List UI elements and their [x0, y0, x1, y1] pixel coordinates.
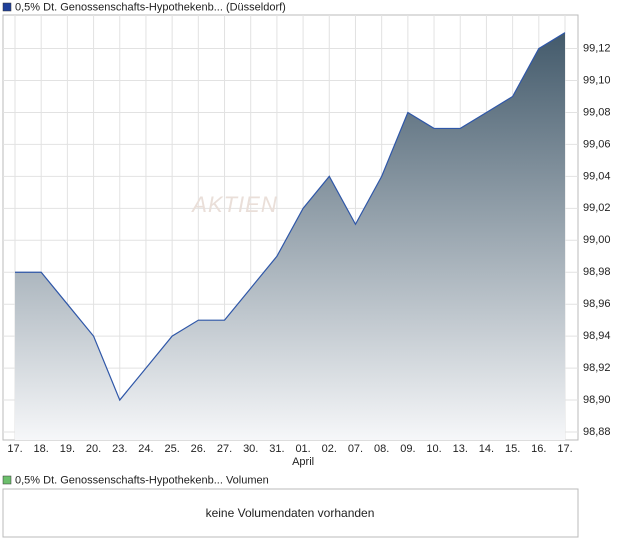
x-tick-label: 26.	[191, 443, 206, 455]
y-tick-label: 99,04	[583, 170, 611, 182]
x-tick-label: 10.	[426, 443, 441, 455]
x-tick-label: 15.	[505, 443, 520, 455]
x-tick-label: 13.	[453, 443, 468, 455]
y-tick-label: 99,06	[583, 138, 611, 150]
x-tick-label: 18.	[34, 443, 49, 455]
x-tick-label: 02.	[322, 443, 337, 455]
watermark: AKTIEN	[190, 192, 277, 217]
y-tick-label: 99,12	[583, 42, 611, 54]
chart-title: 0,5% Dt. Genossenschafts-Hypothekenb... …	[15, 1, 286, 13]
y-tick-label: 98,90	[583, 394, 611, 406]
legend-swatch	[2, 475, 12, 485]
x-tick-label: 23.	[112, 443, 127, 455]
x-tick-label: 17.	[7, 443, 22, 455]
x-tick-label: 01.	[295, 443, 310, 455]
x-tick-label: 19.	[60, 443, 75, 455]
volume-frame	[2, 488, 579, 538]
x-tick-label: 16.	[531, 443, 546, 455]
y-tick-label: 98,96	[583, 298, 611, 310]
x-tick-label: 20.	[86, 443, 101, 455]
x-tick-label: 24.	[138, 443, 153, 455]
x-tick-label: 27.	[217, 443, 232, 455]
y-tick-label: 98,98	[583, 266, 611, 278]
area-fill	[15, 32, 565, 440]
y-tick-label: 98,92	[583, 362, 611, 374]
y-tick-label: 98,88	[583, 426, 611, 438]
y-tick-label: 99,10	[583, 74, 611, 86]
x-tick-label: 08.	[374, 443, 389, 455]
x-sublabel: April	[292, 456, 314, 468]
y-tick-label: 98,94	[583, 330, 611, 342]
x-tick-label: 07.	[348, 443, 363, 455]
x-tick-label: 17.	[557, 443, 572, 455]
legend-swatch	[2, 2, 12, 12]
y-tick-label: 99,02	[583, 202, 611, 214]
x-tick-label: 14.	[479, 443, 494, 455]
volume-title: 0,5% Dt. Genossenschafts-Hypothekenb... …	[15, 474, 269, 486]
y-tick-label: 99,00	[583, 234, 611, 246]
volume-message: keine Volumendaten vorhanden	[206, 506, 375, 520]
y-tick-label: 99,08	[583, 106, 611, 118]
x-tick-label: 30.	[243, 443, 258, 455]
x-tick-label: 31.	[269, 443, 284, 455]
price-line	[15, 32, 566, 402]
x-tick-label: 09.	[400, 443, 415, 455]
x-tick-label: 25.	[164, 443, 179, 455]
